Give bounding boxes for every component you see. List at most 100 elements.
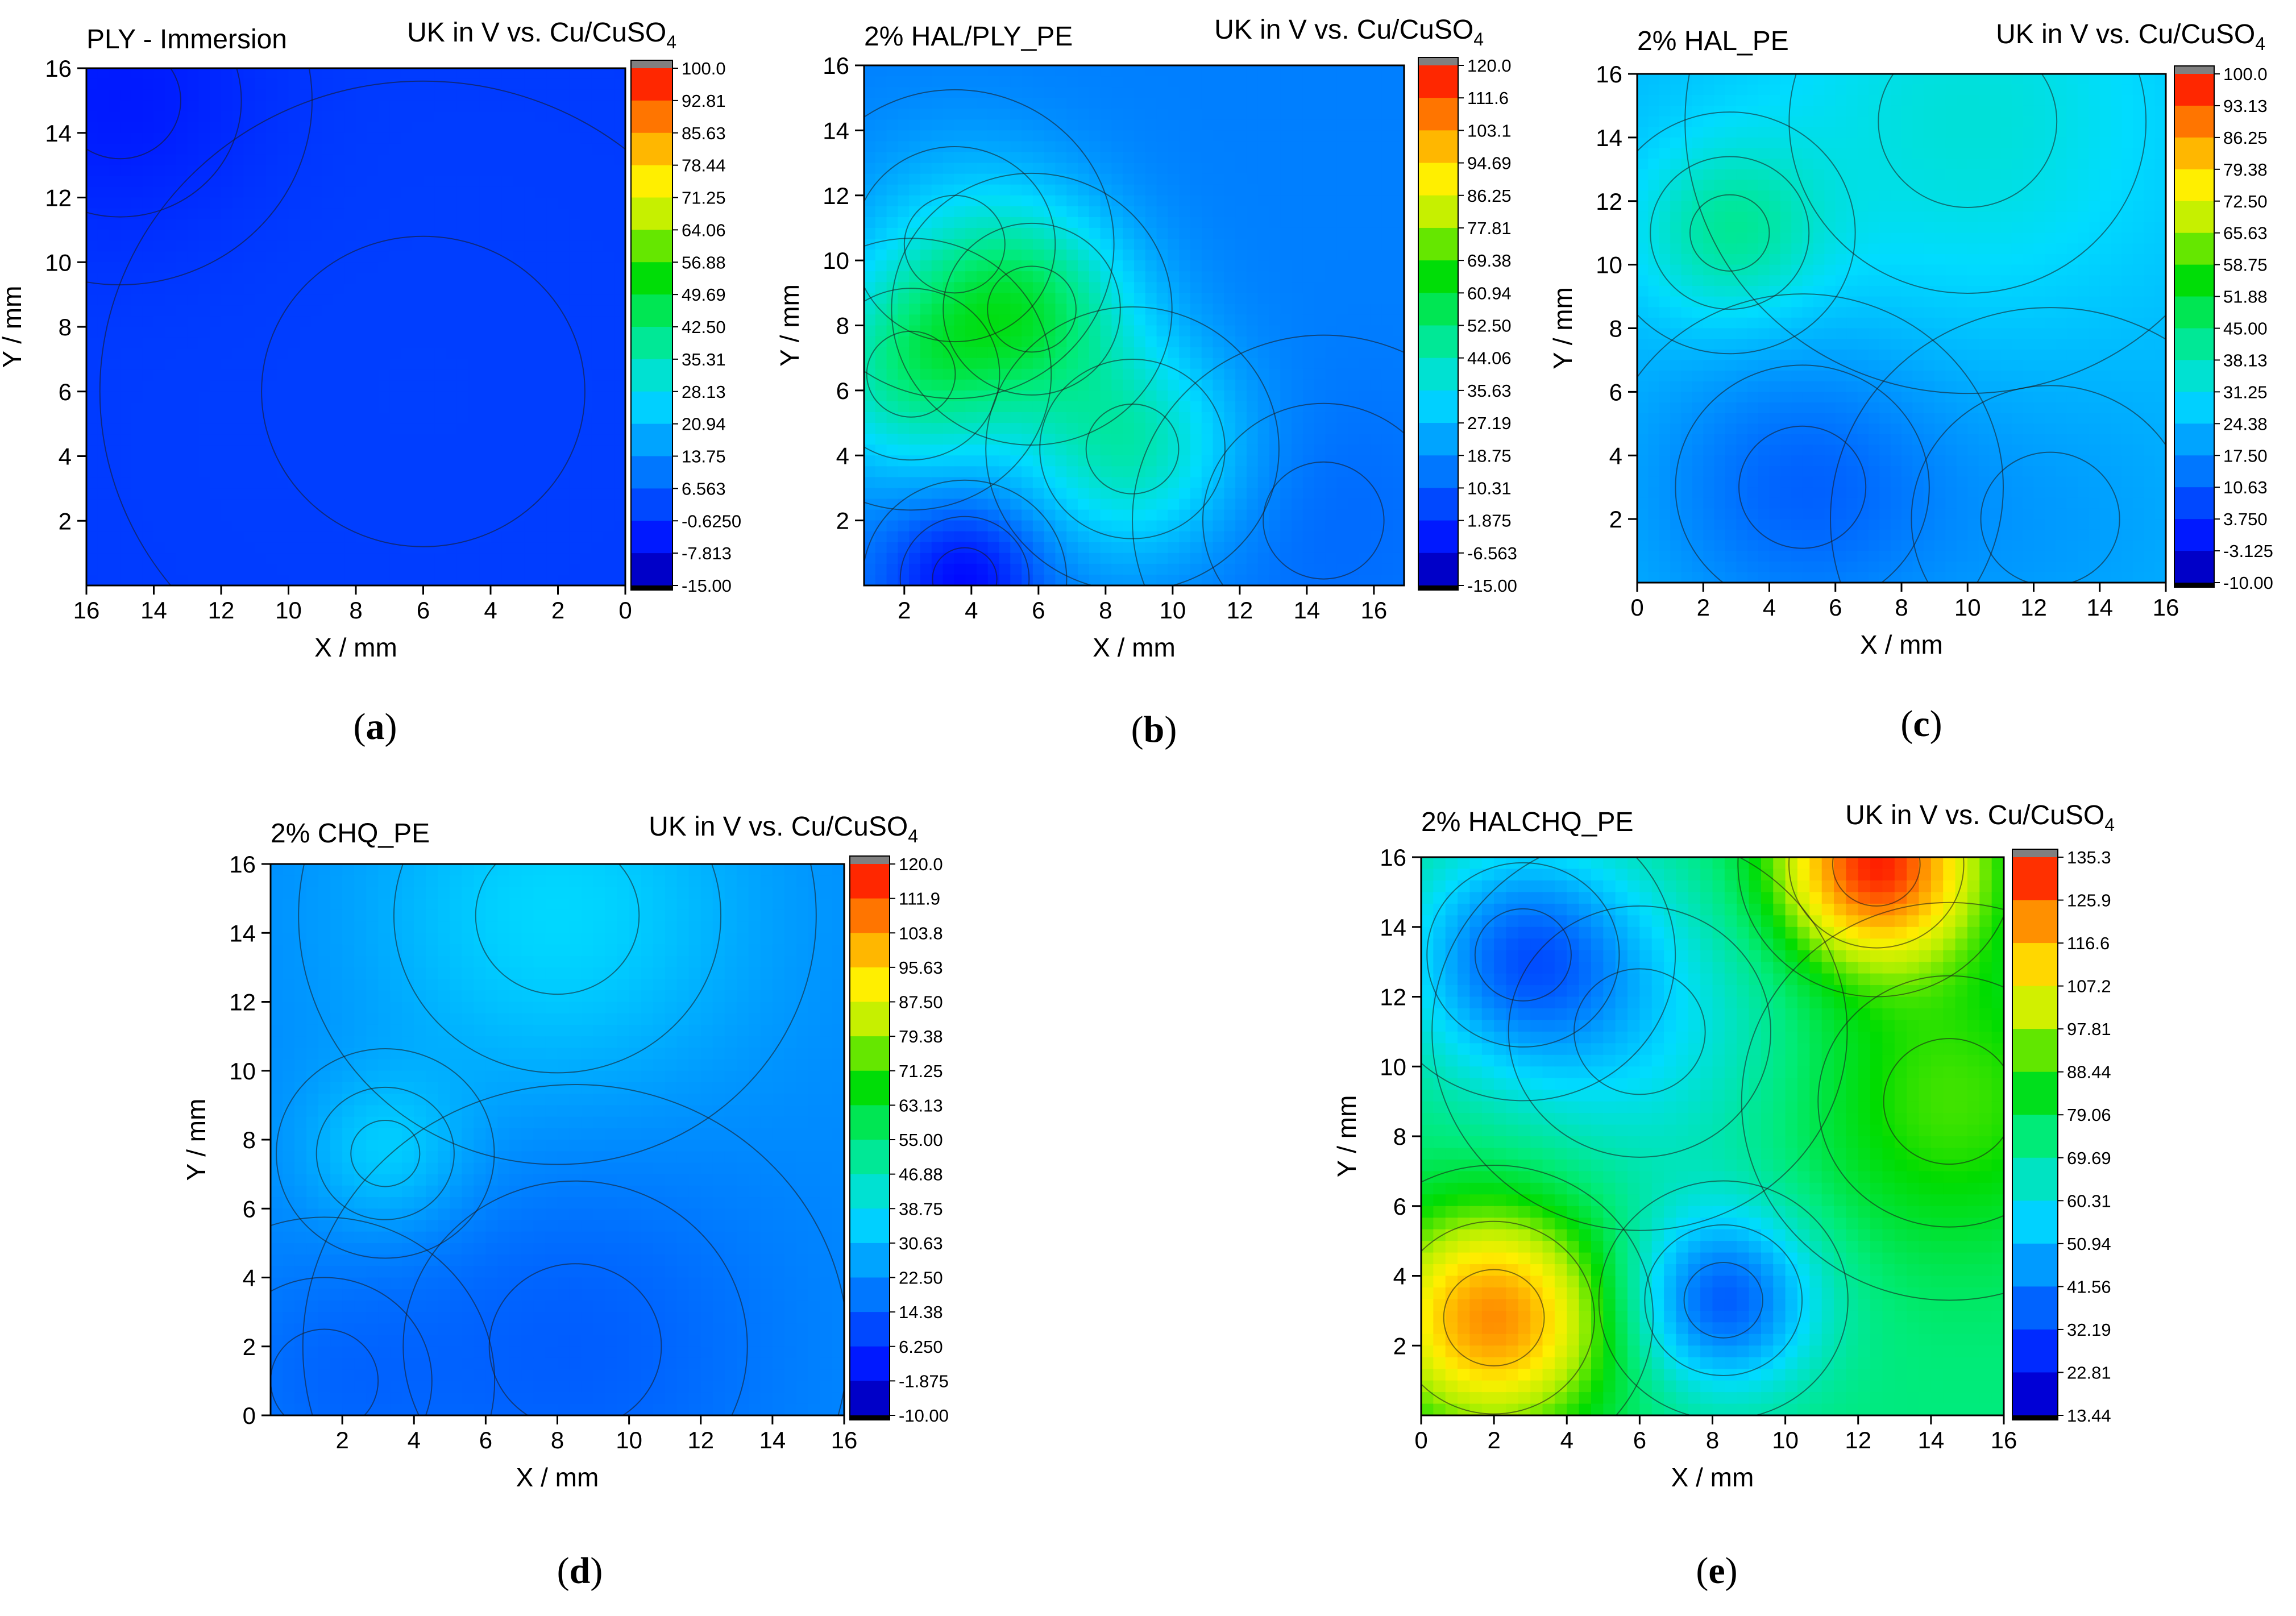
colorbar-tick-label: 10.63 bbox=[2223, 477, 2268, 497]
y-tick-label: 16 bbox=[1380, 844, 1406, 871]
colorbar-tick-label: 10.31 bbox=[1467, 478, 1512, 498]
y-tick-label: 6 bbox=[836, 377, 849, 404]
colorbar-tick-label: 13.44 bbox=[2067, 1406, 2111, 1426]
colorbar-tick-label: -6.563 bbox=[1467, 543, 1517, 563]
x-axis-label: X / mm bbox=[314, 633, 397, 662]
x-axis-label: X / mm bbox=[1860, 630, 1943, 659]
colorbar-tick-label: 52.50 bbox=[1467, 316, 1512, 336]
colorbar-tick-label: 85.63 bbox=[682, 123, 726, 143]
y-tick-label: 12 bbox=[1380, 984, 1406, 1011]
colorbar-tick-label: 94.69 bbox=[1467, 153, 1512, 173]
colorbar-tick-label: 18.75 bbox=[1467, 446, 1512, 466]
x-tick-label: 14 bbox=[1918, 1427, 1945, 1453]
colorbar-tick-label: 20.94 bbox=[682, 414, 726, 434]
x-tick-label: 0 bbox=[1630, 594, 1643, 621]
colorbar-tick-label: 38.75 bbox=[899, 1199, 943, 1219]
colorbar-tick-label: -15.00 bbox=[1467, 576, 1517, 596]
colorbar-tick-label: -1.875 bbox=[899, 1371, 949, 1391]
x-tick-label: 2 bbox=[335, 1427, 348, 1453]
y-tick-label: 12 bbox=[229, 989, 256, 1016]
colorbar-tick-label: 42.50 bbox=[682, 317, 726, 337]
panel-title: 2% CHQ_PE bbox=[271, 819, 430, 849]
y-axis-label: Y / mm bbox=[1548, 287, 1577, 369]
heatmap-c bbox=[1637, 74, 2166, 583]
colorbar-tick-label: 116.6 bbox=[2067, 933, 2110, 953]
panel-title: PLY - Immersion bbox=[86, 24, 287, 55]
y-tick-label: 16 bbox=[45, 55, 72, 82]
subfigure-caption: (b) bbox=[1131, 709, 1177, 750]
x-tick-label: 12 bbox=[2020, 594, 2047, 621]
y-axis-label: Y / mm bbox=[1332, 1095, 1361, 1178]
heatmap-e bbox=[1421, 857, 2004, 1415]
x-tick-label: 16 bbox=[2153, 594, 2179, 621]
colorbar-tick-label: 111.6 bbox=[1467, 88, 1509, 108]
y-tick-label: 14 bbox=[45, 120, 72, 147]
colorbar-tick-label: 125.9 bbox=[2067, 891, 2111, 911]
y-tick-label: 6 bbox=[1393, 1193, 1406, 1220]
colorbar-tick-label: -15.00 bbox=[682, 576, 732, 596]
x-tick-label: 8 bbox=[1099, 597, 1112, 624]
colorbar-tick-label: -10.00 bbox=[2223, 573, 2273, 593]
y-tick-label: 0 bbox=[243, 1402, 256, 1429]
x-axis-label: X / mm bbox=[1093, 633, 1176, 662]
colorbar-tick-label: 120.0 bbox=[1467, 56, 1512, 76]
colorbar-tick-label: 56.88 bbox=[682, 252, 726, 272]
y-tick-label: 8 bbox=[836, 313, 849, 339]
colorbar-tick-label: 78.44 bbox=[682, 156, 726, 176]
panel-e: 0 2 4 6 8 10 12 14 16 2 4 6 8 10 12 14 16 X / mm Y / mm 2% … bbox=[1332, 800, 2115, 1592]
y-axis-label: Y / mm bbox=[775, 284, 804, 367]
y-tick-label: 8 bbox=[1393, 1123, 1406, 1150]
contour-lines-c bbox=[1637, 74, 2166, 583]
y-tick-label: 8 bbox=[59, 314, 72, 340]
colorbar-tick-label: 24.38 bbox=[2223, 414, 2268, 434]
x-tick-label: 8 bbox=[551, 1427, 564, 1453]
y-tick-label: 4 bbox=[1393, 1263, 1406, 1290]
y-tick-label: 10 bbox=[823, 247, 849, 274]
colorbar-tick-label: 97.81 bbox=[2067, 1019, 2111, 1039]
x-axis-label: X / mm bbox=[516, 1463, 599, 1492]
panel-d: 2 4 6 8 10 12 14 16 0 2 4 6 8 10 12 14 16 X / mm Y / mm 2% … bbox=[181, 812, 949, 1592]
x-tick-label: 16 bbox=[73, 597, 100, 624]
x-tick-label: 16 bbox=[831, 1427, 858, 1453]
y-tick-label: 8 bbox=[243, 1127, 256, 1153]
colorbar-tick-label: 77.81 bbox=[1467, 218, 1512, 238]
y-tick-label: 10 bbox=[229, 1058, 256, 1085]
colorbar-tick-label: 92.81 bbox=[682, 91, 726, 111]
x-tick-label: 4 bbox=[1763, 594, 1776, 621]
x-tick-label: 4 bbox=[408, 1427, 421, 1453]
x-tick-label: 10 bbox=[1954, 594, 1981, 621]
colorbar-d: 120.0 111.9 103.8 95.63 87.50 79.38 71.25 63.13… bbox=[849, 854, 949, 1426]
colorbar-tick-label: 1.875 bbox=[1467, 511, 1512, 531]
y-tick-label: 2 bbox=[1393, 1332, 1406, 1359]
colorbar-tick-label: 103.1 bbox=[1467, 121, 1512, 140]
x-tick-label: 12 bbox=[1845, 1427, 1871, 1453]
panel-title: 2% HAL_PE bbox=[1637, 26, 1789, 56]
x-tick-label: 12 bbox=[1227, 597, 1253, 624]
y-tick-label: 16 bbox=[229, 851, 256, 878]
y-tick-label: 12 bbox=[1596, 188, 1622, 215]
colorbar-tick-label: 32.19 bbox=[2067, 1320, 2111, 1340]
colorbar-tick-label: 22.81 bbox=[2067, 1362, 2111, 1382]
colorbar-tick-label: 46.88 bbox=[899, 1165, 943, 1185]
colorbar-tick-label: 58.75 bbox=[2223, 255, 2268, 275]
colorbar-tick-label: 17.50 bbox=[2223, 446, 2268, 466]
colorbar-tick-label: 64.06 bbox=[682, 220, 726, 240]
x-tick-label: 16 bbox=[1991, 1427, 2017, 1453]
y-tick-label: 4 bbox=[59, 443, 72, 470]
colorbar-tick-label: 79.38 bbox=[899, 1027, 943, 1046]
subfigure-caption: (c) bbox=[1900, 703, 1942, 745]
x-tick-label: 12 bbox=[208, 597, 235, 624]
x-tick-label: 6 bbox=[417, 597, 430, 624]
heatmap-a bbox=[86, 68, 625, 585]
y-axis-label: Y / mm bbox=[0, 286, 27, 368]
colorbar-e: 135.3 125.9 116.6 107.2 97.81 88.44 79.06 69.69… bbox=[2012, 848, 2111, 1426]
x-tick-label: 6 bbox=[1829, 594, 1842, 621]
y-tick-label: 14 bbox=[823, 117, 849, 144]
y-tick-label: 12 bbox=[45, 185, 72, 211]
colorbar-tick-label: 38.13 bbox=[2223, 350, 2268, 370]
colorbar-tick-label: 22.50 bbox=[899, 1268, 943, 1288]
y-axis-label: Y / mm bbox=[181, 1099, 211, 1181]
x-tick-label: 2 bbox=[898, 597, 911, 624]
y-tick-label: 14 bbox=[1380, 914, 1406, 941]
y-tick-label: 4 bbox=[243, 1265, 256, 1291]
